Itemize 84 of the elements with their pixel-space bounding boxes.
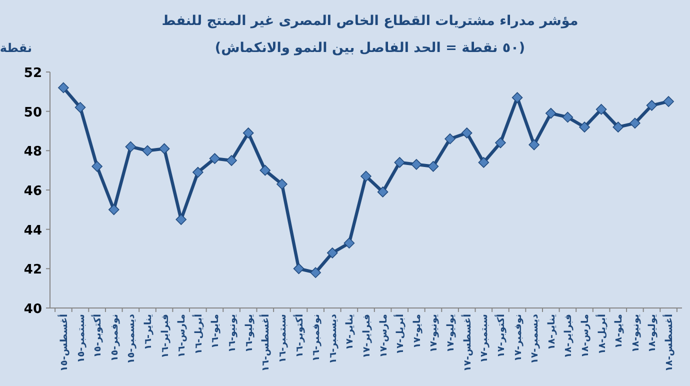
point xyxy=(579,122,590,132)
x-tick-label: أغسطس-١٨ xyxy=(662,314,676,372)
point xyxy=(125,141,136,152)
x-tick-label: يوليو-١٧ xyxy=(446,314,457,352)
x-tick-label: ديسمبر-١٦ xyxy=(328,314,339,364)
point xyxy=(562,112,574,123)
y-tick-label: 52 xyxy=(24,66,42,81)
x-tick-label: سبتمبر-١٧ xyxy=(479,314,490,363)
point xyxy=(226,155,237,166)
y-tick-label: 50 xyxy=(24,105,42,120)
x-tick-label: مارس-١٧ xyxy=(378,314,390,358)
point xyxy=(344,238,355,248)
x-tick-label: مايو-١٦ xyxy=(210,314,222,349)
x-tick-label: سبتمبر-١٥ xyxy=(76,314,87,363)
x-tick-label: ديسمبر-١٧ xyxy=(530,314,541,364)
x-tick-label: أكتوبر-١٥ xyxy=(90,314,104,358)
x-tick-label: فبراير-١٦ xyxy=(160,314,171,358)
x-tick-label: يونيو-١٧ xyxy=(428,314,440,352)
point xyxy=(276,178,288,190)
point xyxy=(545,108,556,119)
point xyxy=(663,96,674,107)
point xyxy=(142,145,153,156)
point xyxy=(176,214,187,225)
x-tick-label: سبتمبر-١٦ xyxy=(277,314,288,363)
x-tick-label: نوفمبر-١٧ xyxy=(512,314,524,362)
y-tick-label: 44 xyxy=(24,223,42,238)
point xyxy=(108,204,120,216)
y-axis-title: نقطة xyxy=(0,41,32,55)
point xyxy=(58,82,69,94)
point xyxy=(260,164,271,176)
point xyxy=(411,159,422,170)
point xyxy=(242,128,254,138)
point xyxy=(646,100,658,111)
x-tick-label: أبريل-١٨ xyxy=(594,314,608,354)
y-tick-label: 40 xyxy=(24,302,42,317)
point xyxy=(394,157,406,168)
point xyxy=(209,153,220,164)
x-tick-label: أغسطس-١٥ xyxy=(56,314,70,372)
x-tick-label: يناير-١٦ xyxy=(142,314,154,350)
point xyxy=(596,104,607,115)
x-tick-label: فبراير-١٧ xyxy=(362,314,372,358)
y-tick-label: 42 xyxy=(24,262,42,278)
point xyxy=(495,137,506,148)
point xyxy=(158,143,170,154)
y-tick-label: 46 xyxy=(24,184,42,199)
point xyxy=(92,161,102,172)
chart-subtitle: (٥٠ نقطة = الحد الفاصل بين النمو والانكماش) xyxy=(214,40,526,56)
point xyxy=(377,186,388,198)
x-tick-label: يوليو-١٦ xyxy=(244,314,255,352)
x-tick-label: أغسطس-١٦ xyxy=(258,314,272,372)
point xyxy=(310,267,321,278)
chart-title: مؤشر مدراء مشتريات القطاع الخاص المصرى غير المنتج للنفط xyxy=(162,13,578,29)
point xyxy=(326,248,338,258)
x-tick-label: أكتوبر-١٦ xyxy=(292,314,306,358)
x-tick-label: ديسمبر-١٥ xyxy=(126,314,138,364)
x-tick-label: يونيو-١٨ xyxy=(630,314,642,352)
point xyxy=(293,263,304,274)
x-tick-label: مايو-١٨ xyxy=(614,314,625,349)
x-tick-label: نوفمبر-١٥ xyxy=(109,314,120,362)
x-tick-label: يناير-١٧ xyxy=(344,314,356,350)
x-tick-label: مايو-١٧ xyxy=(412,314,423,349)
x-tick-label: يوليو-١٨ xyxy=(647,314,658,352)
point xyxy=(528,139,540,150)
point xyxy=(478,157,490,168)
x-tick-label: فبراير-١٨ xyxy=(563,314,574,358)
x-tick-label: أبريل-١٧ xyxy=(393,314,406,354)
point xyxy=(428,161,439,172)
x-tick-label: يناير-١٨ xyxy=(546,314,558,350)
point xyxy=(360,170,372,182)
point xyxy=(444,133,456,144)
x-tick-label: أكتوبر-١٧ xyxy=(494,314,507,358)
point xyxy=(461,128,472,138)
x-tick-label: مارس-١٨ xyxy=(580,314,592,358)
x-tick-label: يونيو-١٦ xyxy=(227,314,238,352)
point xyxy=(612,122,624,132)
point xyxy=(512,92,523,103)
x-tick-label: نوفمبر-١٦ xyxy=(311,314,322,362)
point xyxy=(192,166,204,178)
y-tick-label: 48 xyxy=(24,144,42,160)
x-tick-label: أغسطس-١٧ xyxy=(460,314,474,372)
x-tick-label: أبريل-١٦ xyxy=(191,314,204,354)
x-tick-label: مارس-١٦ xyxy=(176,314,188,358)
point xyxy=(74,102,86,113)
point xyxy=(630,118,640,129)
